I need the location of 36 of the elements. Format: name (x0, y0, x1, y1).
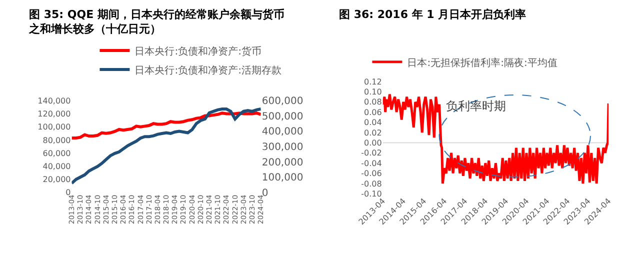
line-series (72, 108, 261, 185)
y-tick-label: 0.02 (364, 128, 382, 138)
y2-tick-label: 200,000 (262, 157, 304, 168)
chart-title: 图 36: 2016 年 1 月日本开启负利率 (339, 8, 526, 21)
y-tick-label: 0.10 (364, 88, 382, 96)
y-tick-label: 100,000 (38, 122, 71, 132)
y-tick-label: 40,000 (42, 162, 71, 171)
y-tick-label: 0.06 (364, 108, 382, 117)
y-tick-label: 0.12 (364, 77, 382, 86)
annotation: 负利率时期 (446, 99, 506, 113)
line-series (382, 93, 609, 185)
y-tick-label: 0.04 (364, 118, 382, 128)
legend-label: 日本:无担保拆借利率:隔夜:平均值 (407, 56, 558, 69)
y-tick-label: 0 (66, 188, 71, 198)
line-series (72, 112, 261, 140)
y-tick-label: -0.04 (361, 158, 382, 168)
legend-label: 日本央行:负债和净资产:货币 (134, 45, 262, 58)
y-tick-label: -0.06 (361, 169, 382, 178)
y2-tick-label: 400,000 (262, 126, 304, 138)
y-tick-label: 20,000 (42, 175, 71, 184)
y-tick-label: 80,000 (42, 136, 71, 145)
y-tick-label: -0.02 (361, 148, 382, 158)
y2-tick-label: 300,000 (262, 142, 304, 154)
y2-tick-label: 0 (262, 188, 268, 199)
y-tick-label: 0.08 (364, 98, 382, 107)
y-tick-label: 140,000 (38, 96, 71, 106)
y-tick-label: -0.08 (361, 179, 382, 188)
y2-tick-label: 500,000 (262, 111, 304, 122)
legend-label: 日本央行:负债和净资产:活期存款 (134, 64, 282, 76)
y2-tick-label: 100,000 (262, 172, 304, 184)
y-tick-label: 0.00 (364, 138, 382, 148)
y-tick-label: -0.10 (361, 190, 382, 198)
y-tick-label: 60,000 (42, 148, 71, 158)
y-tick-label: 120,000 (38, 110, 71, 119)
chart-title: 图 35: QQE 期间，日本央行的经常账户余额与货币之和增长较多（十亿日元） (28, 8, 284, 36)
y2-tick-label: 600,000 (262, 96, 304, 108)
